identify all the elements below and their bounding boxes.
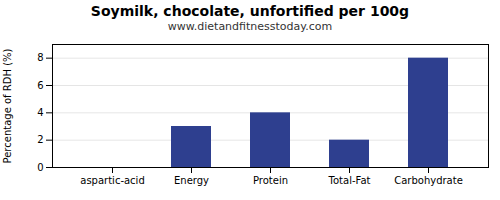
html-text:Soymilk, chocolate, unfortifie: Soymilk, chocolate, unfortified per 100g <box>90 3 410 19</box>
html-text:www.dietandfitnesstoday.com: www.dietandfitnesstoday.com <box>167 20 333 33</box>
svg-text:0: 0 <box>37 162 43 173</box>
svg-text:Energy: Energy <box>174 175 209 186</box>
svg-text:2: 2 <box>37 134 43 145</box>
svg-text:4: 4 <box>37 107 43 118</box>
svg-text:Percentage of RDH (%): Percentage of RDH (%) <box>2 48 13 163</box>
svg-text:8: 8 <box>37 52 43 63</box>
svg-text:aspartic-acid: aspartic-acid <box>80 175 144 186</box>
svg-text:Total-Fat: Total-Fat <box>328 175 371 186</box>
svg-text:6: 6 <box>37 80 43 91</box>
svg-text:Protein: Protein <box>253 175 288 186</box>
svg-text:Carbohydrate: Carbohydrate <box>394 175 463 186</box>
